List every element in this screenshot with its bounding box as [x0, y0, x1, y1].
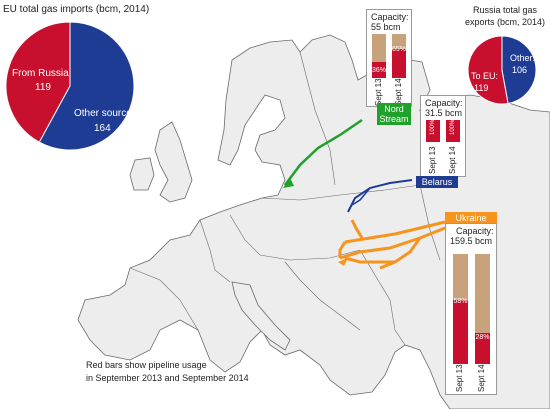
ukraine-label-sept13: Sept 13	[455, 364, 464, 392]
russia-pie-slice-to-eu	[467, 35, 509, 105]
ireland	[129, 157, 155, 191]
nord-stream-bar-sept14: 65%	[392, 34, 406, 78]
belarus-pct-sept14: 100%	[450, 119, 456, 135]
russia-exports-title-1: Russia total gas	[473, 5, 538, 15]
belarus-pipeline-branch	[351, 187, 371, 206]
nord-stream-capacity-box: Capacity: 55 bcm 36% 65% Sept 13 Sept 14	[366, 9, 412, 107]
eu-imports-title: EU total gas imports (bcm, 2014)	[3, 4, 150, 15]
belarus-pct-sept13: 100%	[430, 119, 436, 135]
russia-label-to-eu: To EU:	[471, 71, 499, 81]
russia-value-other: 106	[512, 65, 528, 75]
nord-stream-name-2: Stream	[379, 114, 409, 124]
ukraine-usage-sept14	[475, 333, 490, 364]
nord-stream-usage-sept14	[392, 49, 406, 78]
belarus-capacity-label: Capacity:	[425, 98, 463, 108]
eu-label-from-russia: From Russia:	[12, 68, 72, 79]
ukraine-pipelines	[338, 219, 446, 270]
footnote-line-2: in September 2013 and September 2014	[86, 373, 249, 383]
nord-stream-capacity-value: 55 bcm	[371, 22, 401, 32]
nord-stream-pipeline	[284, 118, 363, 186]
nord-stream-pct-sept14: 65%	[392, 46, 407, 53]
country-borders	[129, 51, 441, 346]
ukraine-capacity-value: 159.5 bcm	[450, 236, 493, 246]
nord-stream-usage-sept13	[372, 62, 386, 78]
footnote-line-1: Red bars show pipeline usage	[86, 360, 207, 370]
ukraine-label: Ukraine	[445, 212, 497, 224]
ukraine-pct-sept13: 58%	[453, 298, 468, 305]
nord-stream-label: Nord Stream	[377, 103, 411, 125]
russia-value-to-eu: 119	[474, 83, 489, 93]
belarus-capacity-value: 31.5 bcm	[425, 108, 463, 118]
nord-stream-label-sept14: Sept 14	[394, 78, 403, 106]
belarus-label-sept13: Sept 13	[428, 146, 437, 174]
ukraine-label-sept14: Sept 14	[477, 364, 486, 392]
nord-stream-name-1: Nord	[384, 104, 404, 114]
ukraine-capacity-box: Capacity: 159.5 bcm 58% 28% Sept 13 Sept…	[445, 223, 497, 395]
belarus-bar-sept14: 100%	[446, 120, 460, 142]
nord-stream-bar-sept13: 36%	[372, 34, 386, 78]
russia-label-other: Other:	[510, 53, 536, 63]
eu-value-from-russia: 119	[35, 82, 51, 93]
belarus-usage-sept14	[446, 120, 460, 142]
belarus-label-sept14: Sept 14	[448, 146, 457, 174]
belarus-bar-sept13: 100%	[426, 120, 440, 142]
eu-imports-pie	[5, 21, 135, 151]
russia-pie-slice-other	[501, 35, 537, 105]
italy	[231, 281, 291, 351]
british-isles	[154, 121, 193, 203]
ukraine-bar-sept13: 58%	[453, 254, 468, 364]
eu-pie-slice-other-sources	[38, 21, 135, 151]
ukraine-capacity-label: Capacity:	[456, 226, 494, 236]
eu-label-other-sources: Other sources:	[74, 108, 140, 119]
nord-stream-pct-sept13: 36%	[372, 67, 387, 74]
ukraine-usage-sept13	[453, 300, 468, 364]
eu-pie-slice-from-russia	[5, 21, 71, 143]
ukraine-arrow	[338, 258, 348, 266]
nord-stream-label-sept13: Sept 13	[374, 78, 383, 106]
belarus-label: Belarus	[416, 176, 458, 188]
belarus-capacity-box: Capacity: 31.5 bcm 100% 100% Sept 13 Sep…	[420, 95, 466, 177]
russia-exports-title-2: exports (bcm, 2014)	[465, 17, 546, 27]
nord-stream-capacity-label: Capacity:	[371, 12, 409, 22]
russia-exports-pie	[467, 35, 537, 105]
belarus-usage-sept13	[426, 120, 440, 142]
eu-value-other-sources: 164	[94, 123, 111, 134]
ukraine-bar-sept14: 28%	[475, 254, 490, 364]
nord-stream-arrow	[283, 178, 294, 188]
ukraine-pct-sept14: 28%	[475, 334, 490, 341]
